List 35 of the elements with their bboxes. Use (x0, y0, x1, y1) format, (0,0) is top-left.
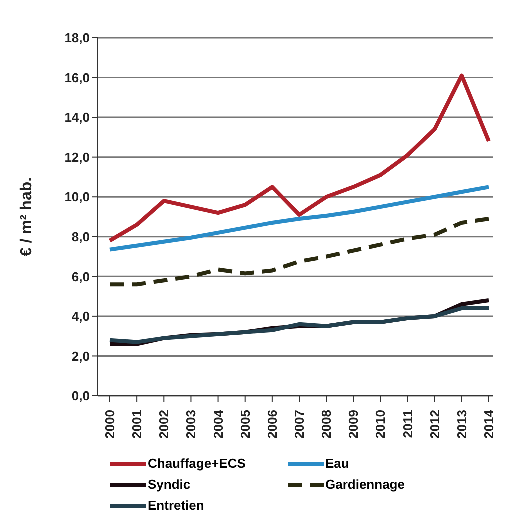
x-tick-label: 2006 (264, 410, 280, 439)
line-series (108, 306, 491, 344)
x-tick-label: 2010 (373, 410, 388, 439)
y-tick-label: 6,0 (72, 269, 90, 284)
y-tick-label: 10,0 (64, 190, 90, 205)
y-tick-label: 2,0 (72, 348, 90, 364)
x-tick-label: 2013 (454, 410, 470, 439)
y-tick-label: 18,0 (64, 30, 90, 46)
line-series (108, 185, 491, 252)
x-tick-label: 2001 (130, 410, 145, 439)
legend-label: Entretien (148, 498, 204, 513)
x-tick-label: 2014 (482, 409, 496, 439)
x-tick-label: 2008 (319, 410, 334, 439)
x-tick-label: 2002 (156, 410, 172, 439)
x-tick-label: 2004 (210, 409, 226, 439)
line-series (108, 74, 491, 243)
y-tick-label: 0,0 (72, 388, 90, 404)
y-axis-title: € / m² hab. (18, 177, 36, 257)
x-tick-label: 2003 (184, 410, 199, 439)
legend-label: Eau (326, 456, 350, 471)
line-series (108, 216, 491, 287)
legend-label: Chauffage+ECS (148, 456, 246, 471)
y-tick-label: 14,0 (64, 110, 90, 126)
legend-label: Syndic (148, 477, 191, 492)
x-tick-label: 2000 (102, 410, 118, 439)
legend-label: Gardiennage (326, 477, 405, 492)
y-tick-label: 12,0 (64, 150, 90, 165)
y-tick-label: 8,0 (72, 230, 90, 245)
x-tick-label: 2005 (238, 410, 253, 439)
y-tick-label: 4,0 (72, 309, 90, 324)
x-tick-label: 2011 (400, 410, 416, 438)
x-tick-label: 2012 (427, 410, 442, 439)
x-tick-label: 2009 (346, 410, 362, 439)
x-tick-label: 2007 (292, 410, 307, 439)
y-tick-label: 16,0 (64, 70, 90, 86)
